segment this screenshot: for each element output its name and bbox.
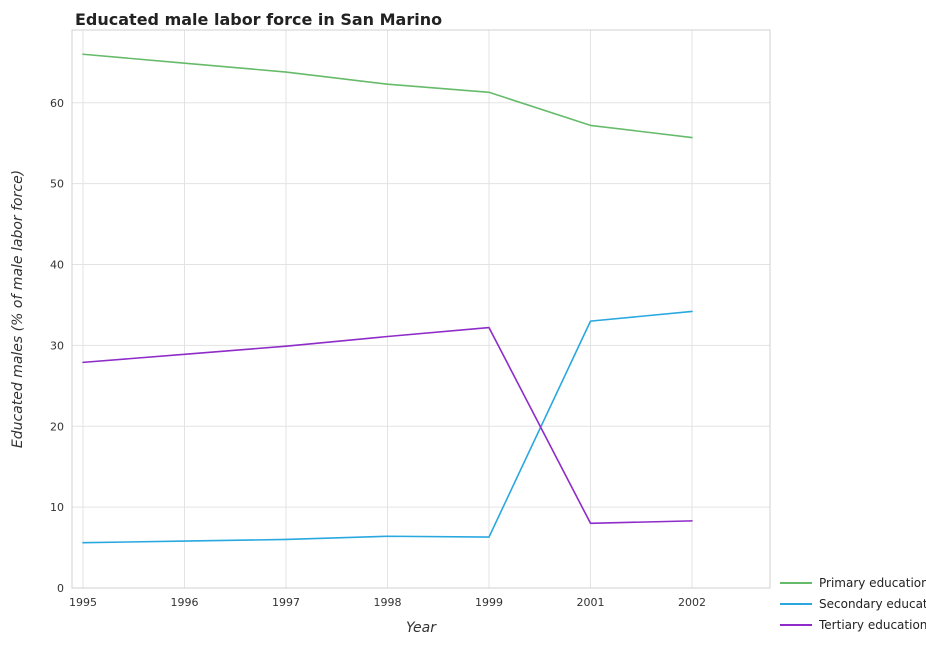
series-line-1 (82, 310, 693, 544)
y-tick-label: 60 (50, 97, 64, 110)
series-line-2 (82, 326, 693, 525)
y-tick-label: 0 (57, 582, 64, 595)
x-tick-label: 1997 (272, 596, 300, 609)
x-tick-label: 2002 (678, 596, 706, 609)
x-tick-label: 1996 (171, 596, 199, 609)
series-line-0 (82, 53, 693, 139)
x-tick-label: 2001 (577, 596, 605, 609)
series-layer (82, 53, 693, 544)
chart-title: Educated male labor force in San Marino (75, 10, 442, 29)
y-axis-ticks: 0 10 20 30 40 50 60 (50, 97, 64, 595)
grid (72, 30, 770, 589)
x-axis-label: Year (406, 620, 437, 636)
x-axis-ticks: 1995 1996 1997 1998 1999 2001 2002 (69, 596, 706, 609)
y-tick-label: 20 (50, 420, 64, 433)
legend: Primary education Secondary education Tert… (780, 576, 926, 632)
y-tick-label: 50 (50, 178, 64, 191)
y-tick-label: 10 (50, 501, 64, 514)
legend-label: Tertiary education (818, 618, 926, 632)
y-tick-label: 30 (50, 339, 64, 352)
x-tick-label: 1999 (475, 596, 503, 609)
legend-label: Primary education (819, 576, 926, 590)
y-tick-label: 40 (50, 259, 64, 272)
plot-frame (71, 29, 771, 589)
x-tick-label: 1998 (374, 596, 402, 609)
legend-label: Secondary education (819, 597, 926, 611)
y-axis-label: Educated males (% of male labor force) (10, 170, 26, 448)
x-tick-label: 1995 (69, 596, 97, 609)
